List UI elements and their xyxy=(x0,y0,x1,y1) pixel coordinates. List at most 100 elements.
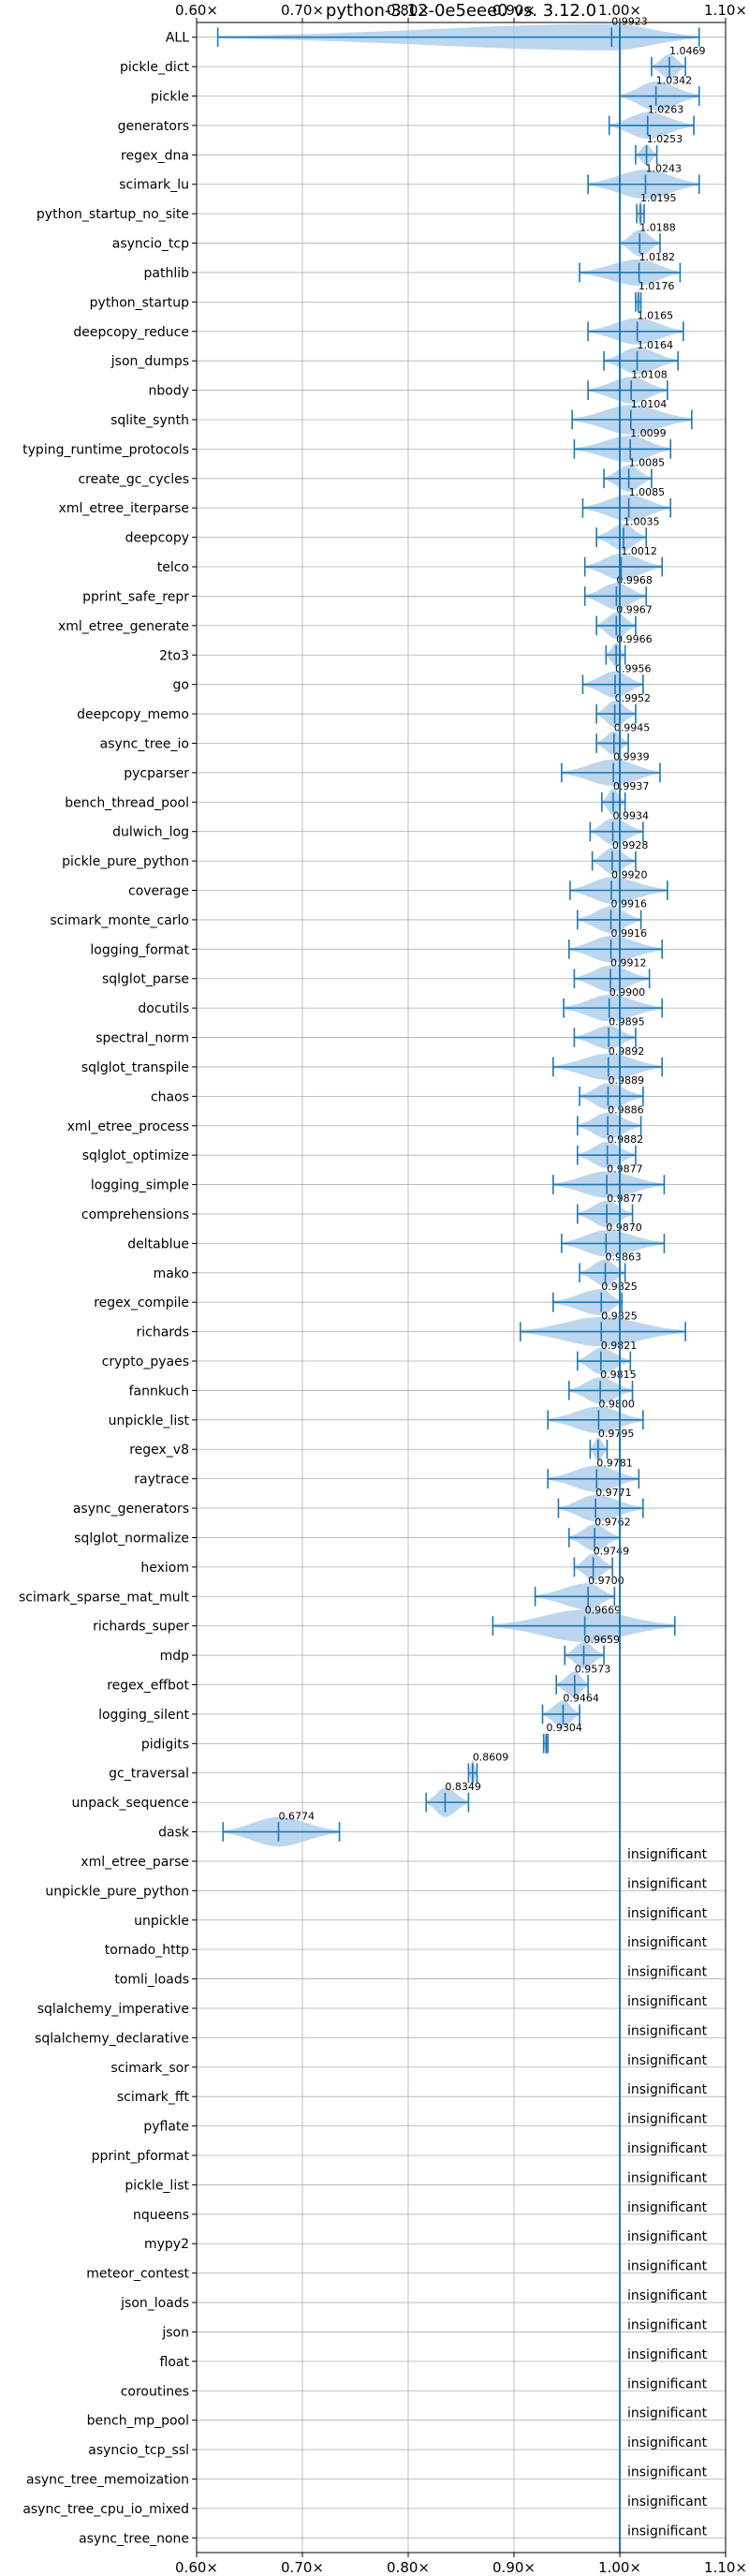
insignificant-label: insignificant xyxy=(627,2524,708,2539)
category-label: spectral_norm xyxy=(95,1031,189,1046)
category-label: sqlglot_parse xyxy=(102,972,189,987)
category-label: sqlalchemy_imperative xyxy=(37,2002,189,2017)
insignificant-label: insignificant xyxy=(627,2435,708,2450)
value-label: 0.9937 xyxy=(613,780,650,792)
category-label: unpickle_pure_python xyxy=(45,1884,189,1899)
value-label: 1.0035 xyxy=(624,515,660,527)
category-label: scimark_lu xyxy=(119,178,189,193)
category-label: regex_dna xyxy=(121,148,189,163)
category-label: telco xyxy=(157,560,189,575)
category-label: deepcopy xyxy=(125,531,189,546)
insignificant-label: insignificant xyxy=(627,2259,708,2274)
insignificant-label: insignificant xyxy=(627,2170,708,2185)
value-label: 0.9573 xyxy=(575,1663,611,1675)
category-label: pathlib xyxy=(144,266,190,281)
category-label: pprint_pformat xyxy=(92,2149,190,2164)
category-label: logging_format xyxy=(90,942,189,957)
insignificant-label: insignificant xyxy=(627,2229,708,2244)
value-label: 0.9968 xyxy=(616,574,653,586)
category-label: deepcopy_memo xyxy=(77,707,189,722)
value-label: 0.9952 xyxy=(615,692,652,704)
insignificant-label: insignificant xyxy=(627,1935,708,1950)
value-label: 0.9762 xyxy=(595,1516,631,1528)
category-label: pickle_list xyxy=(125,2178,189,2193)
value-label: 0.9934 xyxy=(613,810,650,822)
category-label: async_tree_io xyxy=(100,736,189,751)
category-label: tornado_http xyxy=(105,1943,189,1958)
category-label: xml_etree_parse xyxy=(81,1855,189,1870)
category-label: richards xyxy=(137,1325,190,1340)
value-label: 0.9771 xyxy=(595,1487,632,1499)
value-label: 1.0253 xyxy=(647,133,683,145)
value-label: 0.9669 xyxy=(585,1604,622,1616)
insignificant-label: insignificant xyxy=(627,1876,708,1891)
category-label: asyncio_tcp xyxy=(112,237,189,252)
category-label: pprint_safe_repr xyxy=(82,589,189,604)
insignificant-label: insignificant xyxy=(627,2053,708,2068)
category-label: mypy2 xyxy=(144,2237,189,2252)
value-label: 0.9920 xyxy=(611,868,648,881)
value-label: 0.9916 xyxy=(611,898,648,910)
x-tick-label-top: 0.90× xyxy=(492,2,536,19)
category-label: coroutines xyxy=(121,2384,189,2399)
category-label: 2to3 xyxy=(159,648,189,663)
category-label: unpack_sequence xyxy=(72,1796,189,1811)
category-label: pidigits xyxy=(141,1737,189,1752)
x-tick-label-top: 0.60× xyxy=(175,2,218,19)
category-label: float xyxy=(160,2355,190,2370)
value-label: 0.6774 xyxy=(278,1810,315,1822)
value-label: 0.9863 xyxy=(606,1251,642,1264)
value-label: 1.0243 xyxy=(645,163,682,175)
insignificant-label: insignificant xyxy=(627,2112,708,2127)
value-label: 0.8349 xyxy=(445,1781,481,1793)
value-label: 0.9966 xyxy=(616,633,653,645)
x-tick-label-bottom: 0.70× xyxy=(281,2559,324,2576)
insignificant-label: insignificant xyxy=(627,1906,708,1921)
insignificant-label: insignificant xyxy=(627,2406,708,2421)
value-label: 0.9916 xyxy=(611,927,648,940)
value-label: 0.9928 xyxy=(612,839,649,851)
category-label: gc_traversal xyxy=(109,1767,189,1782)
category-label: create_gc_cycles xyxy=(78,472,189,487)
value-label: 0.9892 xyxy=(609,1045,645,1058)
insignificant-label: insignificant xyxy=(627,2288,708,2303)
category-label: scimark_sor xyxy=(110,2061,189,2076)
category-label: pickle_dict xyxy=(120,60,190,75)
category-label: comprehensions xyxy=(81,1207,189,1222)
value-label: 0.8609 xyxy=(473,1752,509,1764)
insignificant-label: insignificant xyxy=(627,1847,708,1862)
value-label: 1.0188 xyxy=(639,221,676,233)
category-label: scimark_monte_carlo xyxy=(50,913,189,928)
category-label: pickle_pure_python xyxy=(62,854,189,869)
value-label: 0.9781 xyxy=(596,1457,633,1469)
insignificant-label: insignificant xyxy=(627,2082,708,2097)
x-tick-label-bottom: 0.90× xyxy=(492,2559,536,2576)
value-label: 0.9895 xyxy=(609,1015,645,1028)
category-label: fannkuch xyxy=(129,1384,189,1399)
category-label: pyflate xyxy=(143,2120,189,2135)
category-label: unpickle_list xyxy=(109,1414,190,1429)
category-label: chaos xyxy=(151,1089,189,1104)
category-label: logging_simple xyxy=(91,1178,189,1193)
category-label: generators xyxy=(118,119,189,134)
category-label: json xyxy=(161,2325,189,2340)
category-label: xml_etree_iterparse xyxy=(59,501,189,516)
value-label: 1.0165 xyxy=(638,310,674,322)
value-label: 0.9877 xyxy=(607,1162,643,1175)
chart-title: python-3.12-0e5eee0 vs. 3.12.0 xyxy=(326,1,596,21)
category-label: pycparser xyxy=(124,766,189,781)
category-label: nqueens xyxy=(133,2208,189,2223)
insignificant-label: insignificant xyxy=(627,2376,708,2391)
value-label: 1.0182 xyxy=(639,251,676,263)
value-label: 0.9956 xyxy=(615,662,652,674)
category-label: xml_etree_generate xyxy=(58,619,189,634)
insignificant-label: insignificant xyxy=(627,2023,708,2038)
value-label: 1.0108 xyxy=(631,368,668,380)
category-label: logging_silent xyxy=(98,1708,189,1723)
x-tick-label-top: 1.00× xyxy=(598,2,641,19)
insignificant-label: insignificant xyxy=(627,2495,708,2509)
value-label: 0.9464 xyxy=(563,1693,599,1705)
category-label: unpickle xyxy=(134,1914,189,1929)
category-label: sqlalchemy_declarative xyxy=(35,2031,189,2046)
